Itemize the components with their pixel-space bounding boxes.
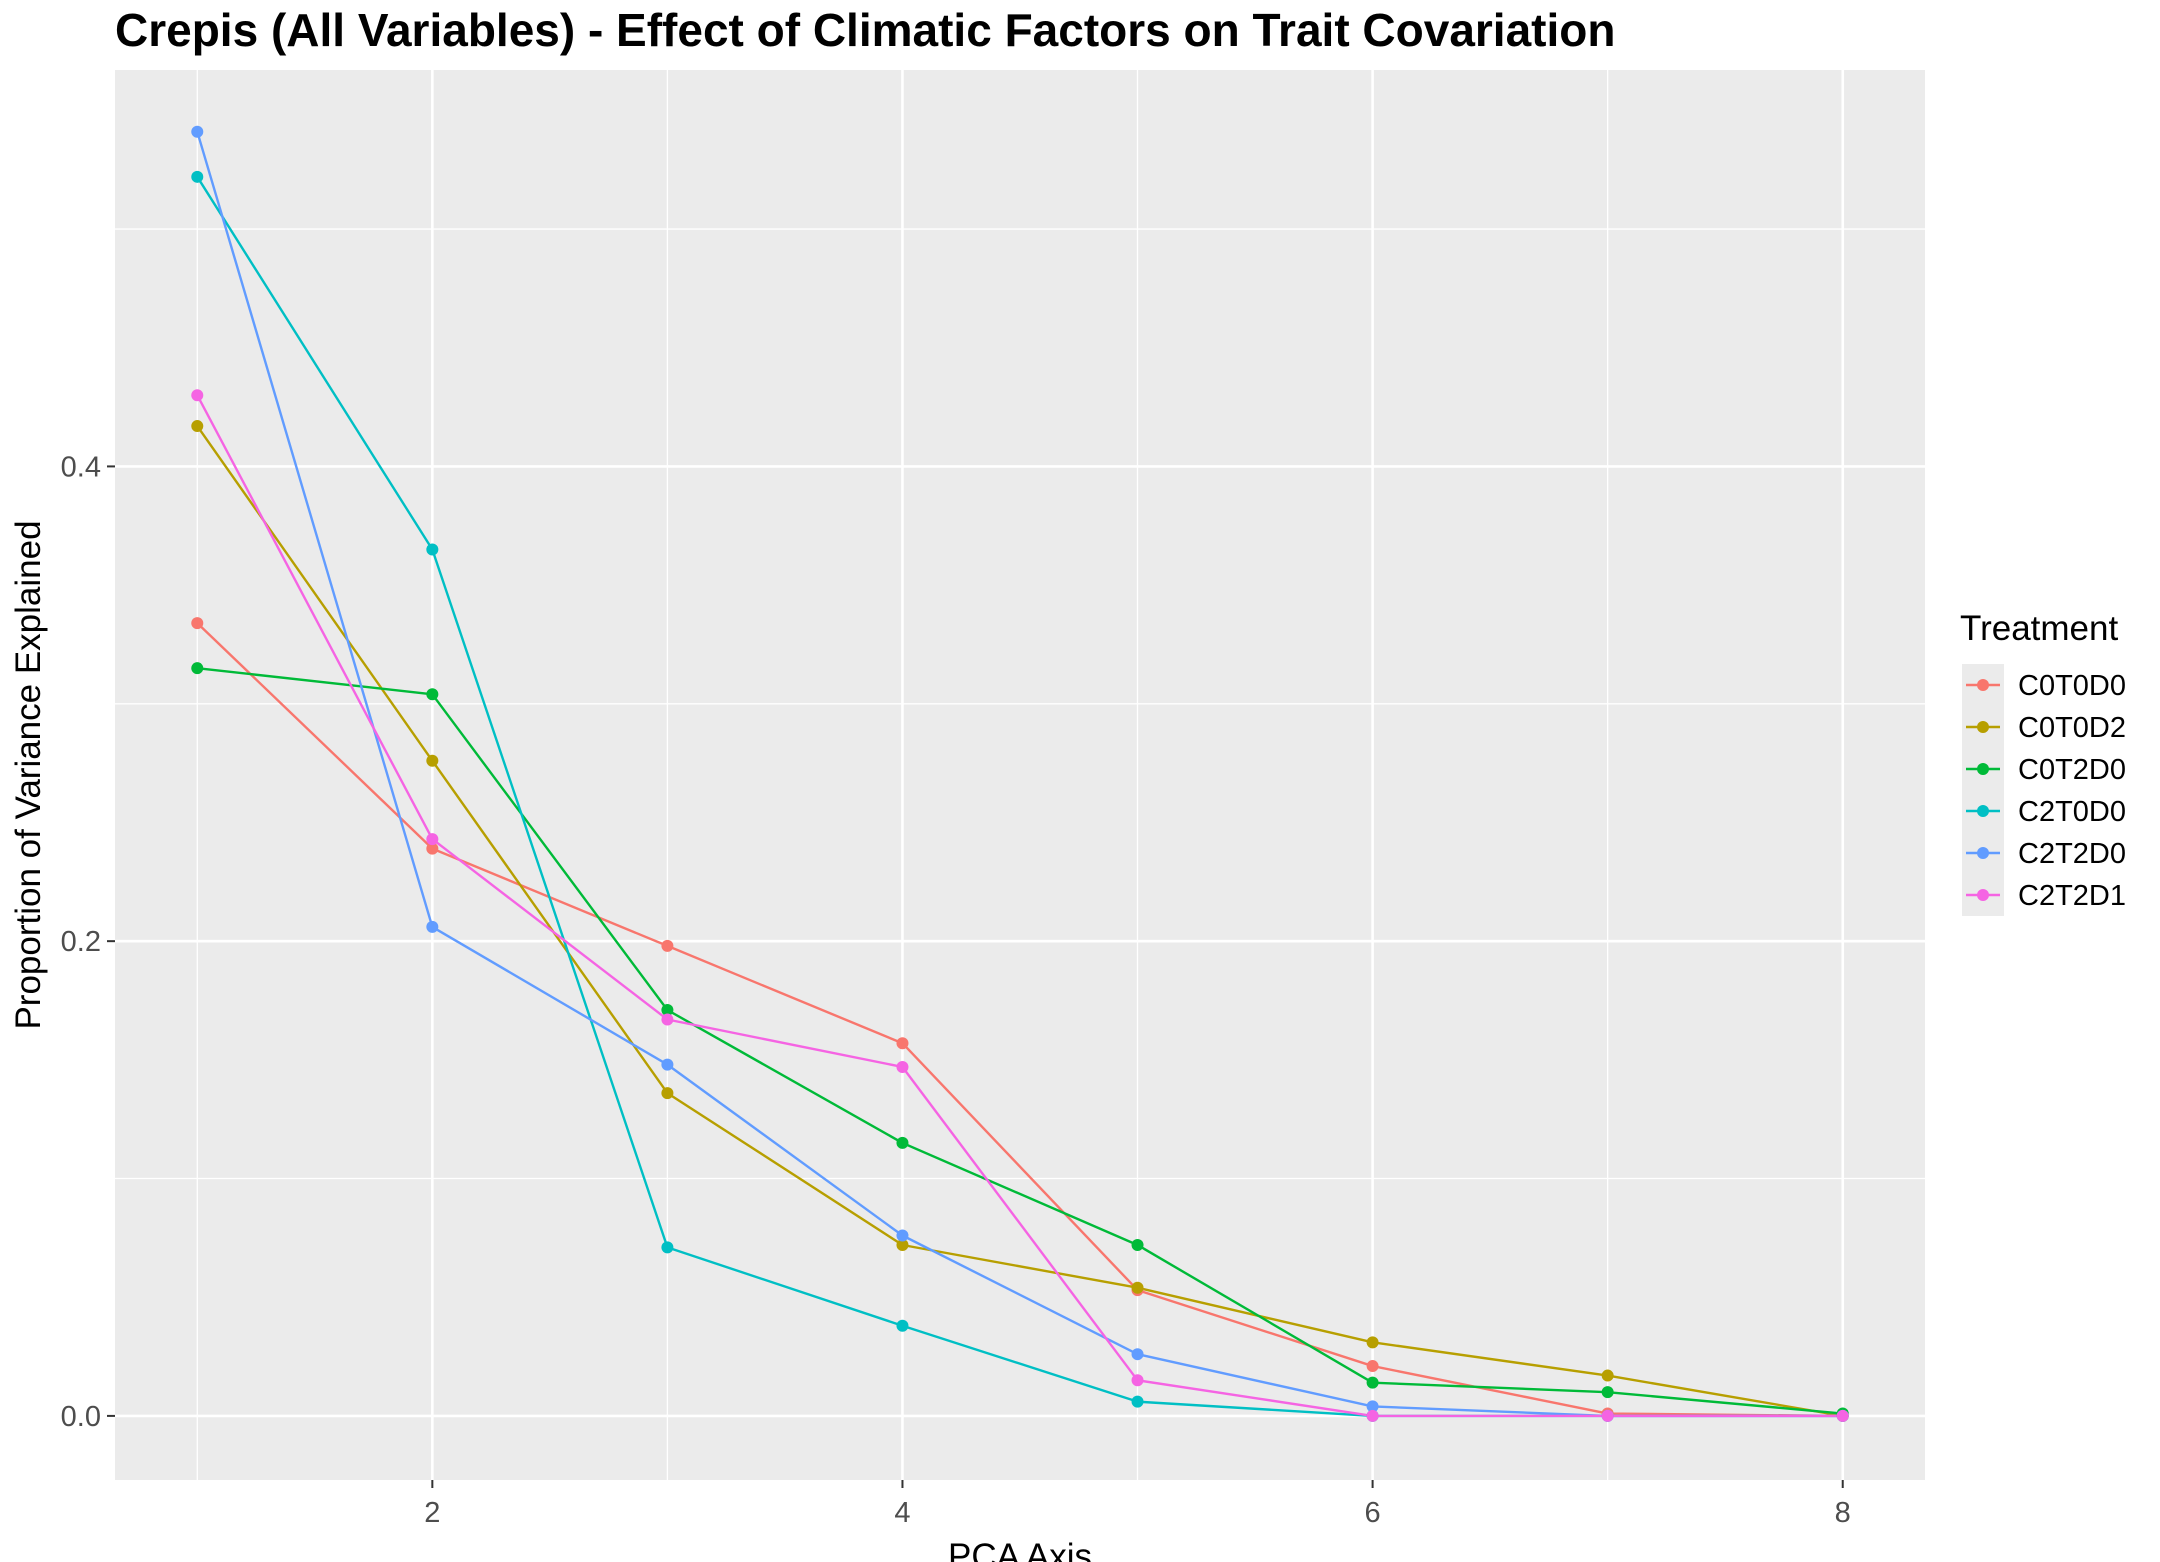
y-tick-label: 0.4 [61,451,101,483]
data-point-C2T2D1 [191,389,204,402]
data-point-C0T2D0 [896,1136,909,1149]
x-tick-label: 8 [1835,1497,1851,1529]
y-tick-label: 0.2 [61,926,101,958]
data-point-C0T0D0 [896,1037,909,1050]
data-point-C2T2D1 [661,1013,674,1026]
legend-label-C0T0D0: C0T0D0 [2018,670,2126,702]
data-point-C2T0D0 [896,1319,909,1332]
data-point-C0T0D2 [426,754,439,767]
data-point-C0T2D0 [1601,1386,1614,1399]
plot-panel [115,70,1925,1480]
data-point-C2T2D1 [1131,1374,1144,1387]
x-tick-label: 4 [894,1497,910,1529]
data-point-C2T2D0 [1131,1348,1144,1361]
data-point-C2T2D1 [896,1060,909,1073]
legend-title: Treatment [1960,609,2118,648]
legend-label-C2T2D0: C2T2D0 [2018,838,2126,870]
legend-label-C0T2D0: C0T2D0 [2018,754,2126,786]
data-point-C2T0D0 [426,543,439,556]
legend-label-C2T0D0: C2T0D0 [2018,796,2126,828]
y-tick-label: 0.0 [61,1401,101,1433]
data-point-C0T0D2 [191,420,204,433]
data-point-C0T2D0 [1131,1239,1144,1251]
panel-background [115,70,1925,1480]
series-line-C0T0D0 [196,622,1843,1418]
series-line-C2T2D1 [196,394,1843,1418]
data-point-C0T0D2 [1601,1369,1614,1382]
data-point-C0T2D0 [191,662,204,675]
data-point-C0T2D0 [661,1004,674,1016]
series-line-C0T2D0 [197,666,1843,1415]
data-point-C0T0D2 [1131,1281,1144,1294]
legend-label-C2T2D1: C2T2D1 [2018,880,2126,912]
data-point-C0T0D0 [661,939,674,952]
legend: Treatment C0T0D0 C0T0D2 C0T2D0 C2T0D0 C2T2D0… [1960,609,2126,916]
data-point-C2T2D1 [1601,1409,1614,1422]
legend-key-background [1962,664,2004,916]
data-point-C2T2D0 [661,1058,674,1071]
data-point-C0T2D0 [426,688,439,701]
data-point-C2T0D0 [191,170,204,183]
data-point-C2T0D0 [1131,1395,1144,1408]
series-line-C0T0D2 [196,425,1843,1418]
data-point-C0T0D0 [1366,1360,1379,1373]
data-point-C0T0D0 [191,617,204,630]
legend-key-point-C2T2D1 [1977,889,1989,901]
data-point-C2T2D0 [896,1229,909,1242]
data-point-C2T2D0 [426,920,439,933]
legend-key-point-C0T2D0 [1977,763,1989,775]
legend-key-point-C2T2D0 [1977,847,1989,859]
series-line-C2T2D0 [196,131,1843,1418]
data-point-C0T2D0 [1366,1376,1379,1389]
y-axis-title: Proportion of Variance Explained [9,520,48,1029]
x-tick-label: 6 [1365,1497,1381,1529]
data-point-C0T0D2 [661,1087,674,1100]
axes: 2 4 6 8 0.0 0.2 0.4 [61,451,1851,1529]
chart-title: Crepis (All Variables) - Effect of Clima… [115,4,1615,56]
data-point-C2T0D0 [661,1241,674,1254]
data-point-C2T2D0 [191,125,204,138]
legend-key-point-C0T0D0 [1977,679,1989,691]
legend-key-point-C2T0D0 [1977,805,1989,817]
data-point-C0T0D0 [426,842,439,855]
data-point-C2T2D1 [426,833,439,846]
x-axis-title: PCA Axis [948,1537,1092,1562]
data-point-C2T2D1 [1366,1409,1379,1422]
x-tick-label: 2 [424,1497,440,1529]
legend-key-point-C0T0D2 [1977,721,1989,733]
series-layer [191,125,1849,1422]
data-point-C0T0D2 [896,1239,909,1251]
data-point-C2T2D1 [1836,1409,1849,1422]
data-point-C2T2D0 [1366,1400,1379,1413]
data-point-C0T0D2 [1366,1336,1379,1349]
legend-label-C0T0D2: C0T0D2 [2018,712,2126,744]
